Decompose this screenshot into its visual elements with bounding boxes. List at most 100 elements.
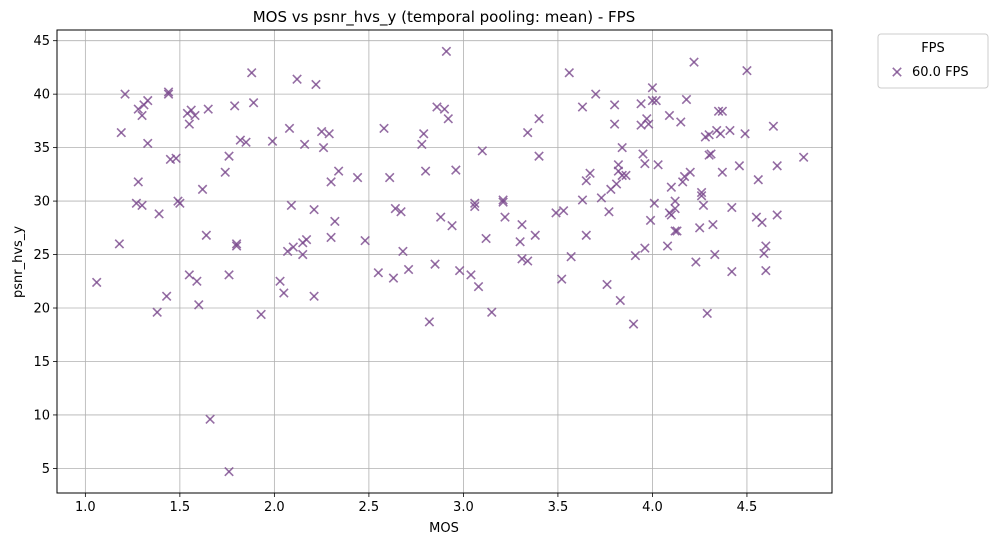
data-point bbox=[577, 195, 588, 205]
data-point bbox=[466, 270, 476, 280]
data-point bbox=[469, 198, 480, 208]
data-point bbox=[430, 259, 440, 269]
data-point bbox=[184, 119, 195, 129]
data-point bbox=[566, 251, 576, 262]
data-point bbox=[651, 95, 661, 106]
data-point bbox=[611, 179, 622, 189]
data-point bbox=[192, 276, 202, 287]
chart-title: MOS vs psnr_hvs_y (temporal pooling: mea… bbox=[253, 8, 636, 27]
data-point bbox=[698, 200, 709, 211]
data-point bbox=[677, 177, 688, 187]
data-point bbox=[717, 106, 728, 117]
data-point bbox=[708, 219, 718, 230]
data-point bbox=[286, 200, 297, 211]
data-point bbox=[481, 233, 491, 244]
x-tick-label: 3.0 bbox=[453, 500, 474, 515]
data-point bbox=[384, 172, 395, 183]
y-tick-label: 35 bbox=[33, 141, 50, 156]
data-point bbox=[326, 177, 336, 187]
data-point bbox=[534, 113, 544, 124]
y-tick-label: 10 bbox=[33, 408, 50, 423]
x-axis-label: MOS bbox=[429, 521, 459, 536]
data-point bbox=[201, 230, 212, 241]
data-point bbox=[297, 249, 308, 260]
data-point bbox=[691, 257, 701, 267]
data-point bbox=[609, 100, 620, 110]
data-point bbox=[653, 159, 663, 170]
data-point bbox=[133, 177, 144, 187]
y-axis-label: psnr_hvs_y bbox=[11, 226, 26, 298]
x-tick-label: 3.5 bbox=[548, 500, 569, 515]
data-point bbox=[604, 207, 614, 217]
data-point bbox=[352, 172, 363, 183]
data-point bbox=[522, 127, 533, 138]
data-point bbox=[757, 217, 767, 228]
data-point bbox=[609, 119, 620, 129]
data-point bbox=[706, 149, 716, 159]
data-point bbox=[556, 274, 567, 284]
data-point bbox=[581, 230, 592, 241]
data-point bbox=[641, 113, 652, 124]
data-point bbox=[454, 265, 465, 276]
data-point bbox=[205, 414, 215, 424]
data-point bbox=[420, 166, 431, 176]
data-point bbox=[498, 197, 508, 207]
y-tick-label: 25 bbox=[33, 248, 50, 263]
data-point bbox=[231, 241, 242, 251]
data-point bbox=[679, 171, 690, 182]
data-point bbox=[279, 288, 289, 298]
data-point bbox=[142, 95, 153, 106]
legend-box bbox=[877, 33, 989, 89]
data-point bbox=[231, 239, 242, 249]
data-point bbox=[696, 190, 707, 201]
data-point bbox=[220, 167, 230, 177]
data-point bbox=[224, 270, 234, 280]
data-point bbox=[628, 319, 639, 329]
data-point bbox=[197, 184, 208, 195]
data-point bbox=[373, 267, 384, 278]
data-point bbox=[398, 246, 408, 257]
data-point bbox=[772, 210, 782, 220]
data-point bbox=[275, 276, 285, 287]
data-point bbox=[638, 149, 648, 159]
data-point bbox=[316, 126, 327, 137]
data-point bbox=[137, 110, 147, 121]
data-point bbox=[424, 317, 435, 327]
data-point bbox=[330, 216, 340, 227]
data-point bbox=[114, 239, 125, 249]
data-point bbox=[333, 166, 344, 176]
data-point bbox=[451, 165, 461, 175]
x-tick-label: 4.5 bbox=[737, 500, 758, 515]
data-point bbox=[713, 106, 724, 117]
data-point bbox=[725, 125, 735, 136]
data-point bbox=[530, 230, 540, 241]
data-point bbox=[154, 209, 164, 219]
data-point bbox=[498, 195, 508, 205]
legend-marker-x bbox=[892, 67, 902, 77]
data-point bbox=[798, 152, 809, 163]
data-point bbox=[241, 137, 251, 148]
data-point bbox=[301, 234, 312, 245]
x-tick-label: 2.0 bbox=[264, 500, 285, 515]
y-tick-label: 5 bbox=[42, 462, 50, 477]
data-point bbox=[596, 193, 607, 203]
x-tick-label: 4.0 bbox=[642, 500, 663, 515]
data-point bbox=[681, 94, 692, 105]
data-point bbox=[685, 167, 695, 177]
data-point bbox=[224, 151, 234, 161]
data-point bbox=[417, 139, 427, 150]
data-point bbox=[163, 87, 174, 97]
data-point bbox=[435, 212, 446, 222]
data-point bbox=[299, 139, 310, 150]
data-point bbox=[645, 215, 656, 226]
y-tick-label: 30 bbox=[33, 195, 50, 210]
data-point bbox=[676, 117, 686, 127]
data-point bbox=[142, 138, 153, 149]
data-point bbox=[469, 201, 480, 212]
data-point bbox=[590, 89, 601, 99]
data-point bbox=[759, 248, 769, 259]
y-tick-label: 15 bbox=[33, 355, 50, 370]
data-point bbox=[647, 82, 658, 93]
legend: FPS 60.0 FPS bbox=[877, 33, 989, 89]
